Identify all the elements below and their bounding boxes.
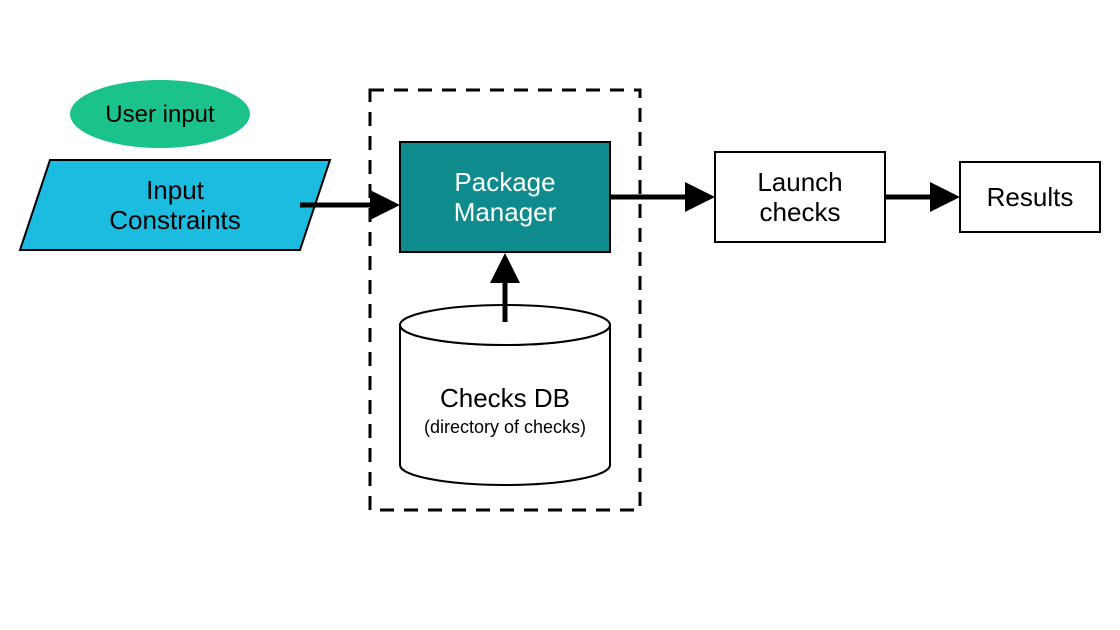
package-manager-label-1: Package — [454, 167, 555, 197]
user-input-label: User input — [105, 101, 215, 128]
input-constraints-node: Input Constraints — [20, 160, 330, 250]
flow-diagram: User input Input Constraints Package Man… — [0, 0, 1120, 630]
package-manager-label-2: Manager — [454, 197, 557, 227]
input-constraints-label-2: Constraints — [109, 205, 241, 235]
checks-db-label-2: (directory of checks) — [424, 417, 586, 437]
input-constraints-label-1: Input — [146, 175, 205, 205]
results-label: Results — [987, 182, 1074, 212]
results-node: Results — [960, 162, 1100, 232]
launch-checks-label-2: checks — [760, 197, 841, 227]
launch-checks-node: Launch checks — [715, 152, 885, 242]
package-manager-node: Package Manager — [400, 142, 610, 252]
user-input-node: User input — [70, 80, 250, 148]
checks-db-label-1: Checks DB — [440, 383, 570, 413]
checks-db-node: Checks DB (directory of checks) — [400, 305, 610, 485]
launch-checks-label-1: Launch — [757, 167, 842, 197]
